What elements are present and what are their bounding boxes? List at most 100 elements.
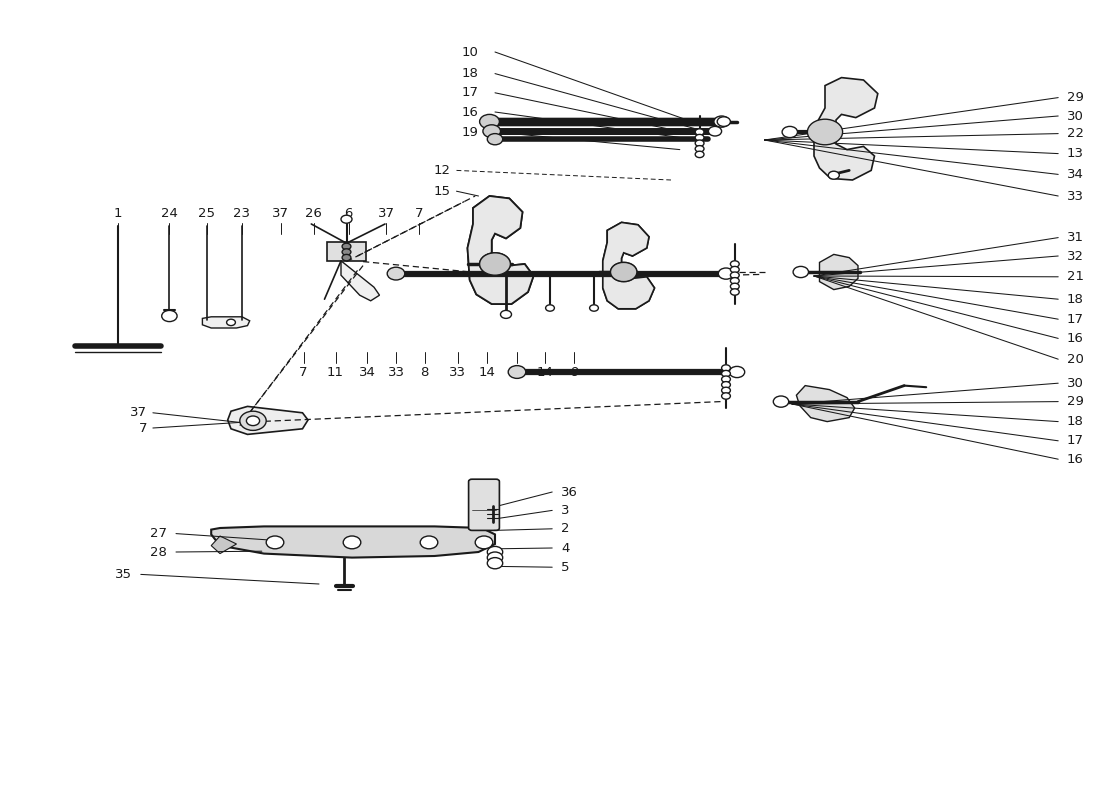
Circle shape [342, 254, 351, 261]
Text: 31: 31 [1067, 231, 1084, 244]
Polygon shape [228, 406, 308, 434]
Text: 2: 2 [561, 522, 570, 535]
Circle shape [730, 283, 739, 290]
Circle shape [773, 396, 789, 407]
Circle shape [342, 249, 351, 255]
Circle shape [718, 268, 734, 279]
Text: 18: 18 [1067, 293, 1084, 306]
Circle shape [341, 215, 352, 223]
Text: 37: 37 [131, 406, 147, 419]
Circle shape [730, 272, 739, 278]
Text: 30: 30 [1067, 377, 1084, 390]
Circle shape [722, 376, 730, 382]
Circle shape [162, 310, 177, 322]
Text: 16: 16 [462, 106, 478, 118]
Text: 29: 29 [1067, 395, 1084, 408]
Text: 21: 21 [1067, 270, 1084, 283]
Text: 18: 18 [1067, 415, 1084, 428]
Text: 3: 3 [561, 504, 570, 517]
Circle shape [487, 546, 503, 558]
Polygon shape [341, 261, 380, 301]
Circle shape [730, 278, 739, 284]
Text: 9: 9 [570, 366, 579, 379]
Circle shape [266, 536, 284, 549]
Text: 5: 5 [561, 561, 570, 574]
Circle shape [722, 382, 730, 388]
Text: 33: 33 [449, 366, 466, 379]
Circle shape [487, 134, 503, 145]
Circle shape [487, 558, 503, 569]
Text: 28: 28 [151, 546, 167, 558]
Text: 15: 15 [434, 185, 451, 198]
Circle shape [722, 365, 730, 371]
Text: 13: 13 [1067, 147, 1084, 160]
Text: 34: 34 [359, 366, 376, 379]
Polygon shape [468, 196, 534, 304]
Text: 14: 14 [536, 366, 553, 379]
Text: 26: 26 [305, 207, 322, 220]
Text: 1: 1 [113, 207, 122, 220]
Text: 7: 7 [299, 366, 308, 379]
Text: 8: 8 [420, 366, 429, 379]
Circle shape [240, 411, 266, 430]
Text: 37: 37 [377, 207, 395, 220]
Circle shape [729, 366, 745, 378]
Circle shape [227, 319, 235, 326]
Circle shape [807, 119, 843, 145]
Polygon shape [202, 317, 250, 328]
Circle shape [387, 267, 405, 280]
Text: 16: 16 [1067, 332, 1084, 345]
Text: 22: 22 [1067, 127, 1084, 140]
Text: 4: 4 [561, 542, 570, 554]
Polygon shape [603, 222, 654, 309]
Circle shape [475, 536, 493, 549]
Text: 33: 33 [387, 366, 405, 379]
Polygon shape [814, 78, 878, 180]
Circle shape [610, 262, 637, 282]
Polygon shape [211, 526, 495, 558]
Text: 33: 33 [1067, 190, 1084, 202]
Circle shape [730, 266, 739, 273]
Circle shape [793, 266, 808, 278]
Text: 37: 37 [272, 207, 289, 220]
Polygon shape [820, 254, 858, 290]
Circle shape [722, 387, 730, 394]
Circle shape [708, 126, 722, 136]
Polygon shape [796, 386, 855, 422]
Polygon shape [468, 196, 534, 304]
FancyBboxPatch shape [469, 479, 499, 530]
Text: 20: 20 [1067, 353, 1084, 366]
Text: 34: 34 [1067, 168, 1084, 181]
Circle shape [695, 151, 704, 158]
Text: 23: 23 [233, 207, 251, 220]
Text: 19: 19 [462, 126, 478, 138]
Circle shape [508, 366, 526, 378]
Text: 17: 17 [1067, 434, 1084, 447]
Text: 7: 7 [415, 207, 424, 220]
Circle shape [717, 117, 730, 126]
Text: 11: 11 [327, 366, 344, 379]
Circle shape [695, 129, 704, 135]
Text: 24: 24 [161, 207, 178, 220]
Text: 32: 32 [1067, 250, 1084, 262]
Text: 16: 16 [1067, 453, 1084, 466]
Text: 17: 17 [1067, 313, 1084, 326]
Circle shape [483, 125, 500, 138]
Polygon shape [603, 222, 654, 309]
Circle shape [730, 289, 739, 295]
Circle shape [730, 261, 739, 267]
Text: 29: 29 [1067, 91, 1084, 104]
Text: 6: 6 [344, 207, 353, 220]
Text: 35: 35 [116, 568, 132, 581]
Circle shape [480, 253, 510, 275]
Text: 7: 7 [139, 422, 147, 434]
Circle shape [782, 126, 797, 138]
Circle shape [722, 393, 730, 399]
Circle shape [480, 253, 510, 275]
Text: 34: 34 [508, 366, 526, 379]
Circle shape [420, 536, 438, 549]
Text: 14: 14 [478, 366, 496, 379]
Text: 36: 36 [561, 486, 578, 498]
Circle shape [343, 536, 361, 549]
Circle shape [828, 171, 839, 179]
